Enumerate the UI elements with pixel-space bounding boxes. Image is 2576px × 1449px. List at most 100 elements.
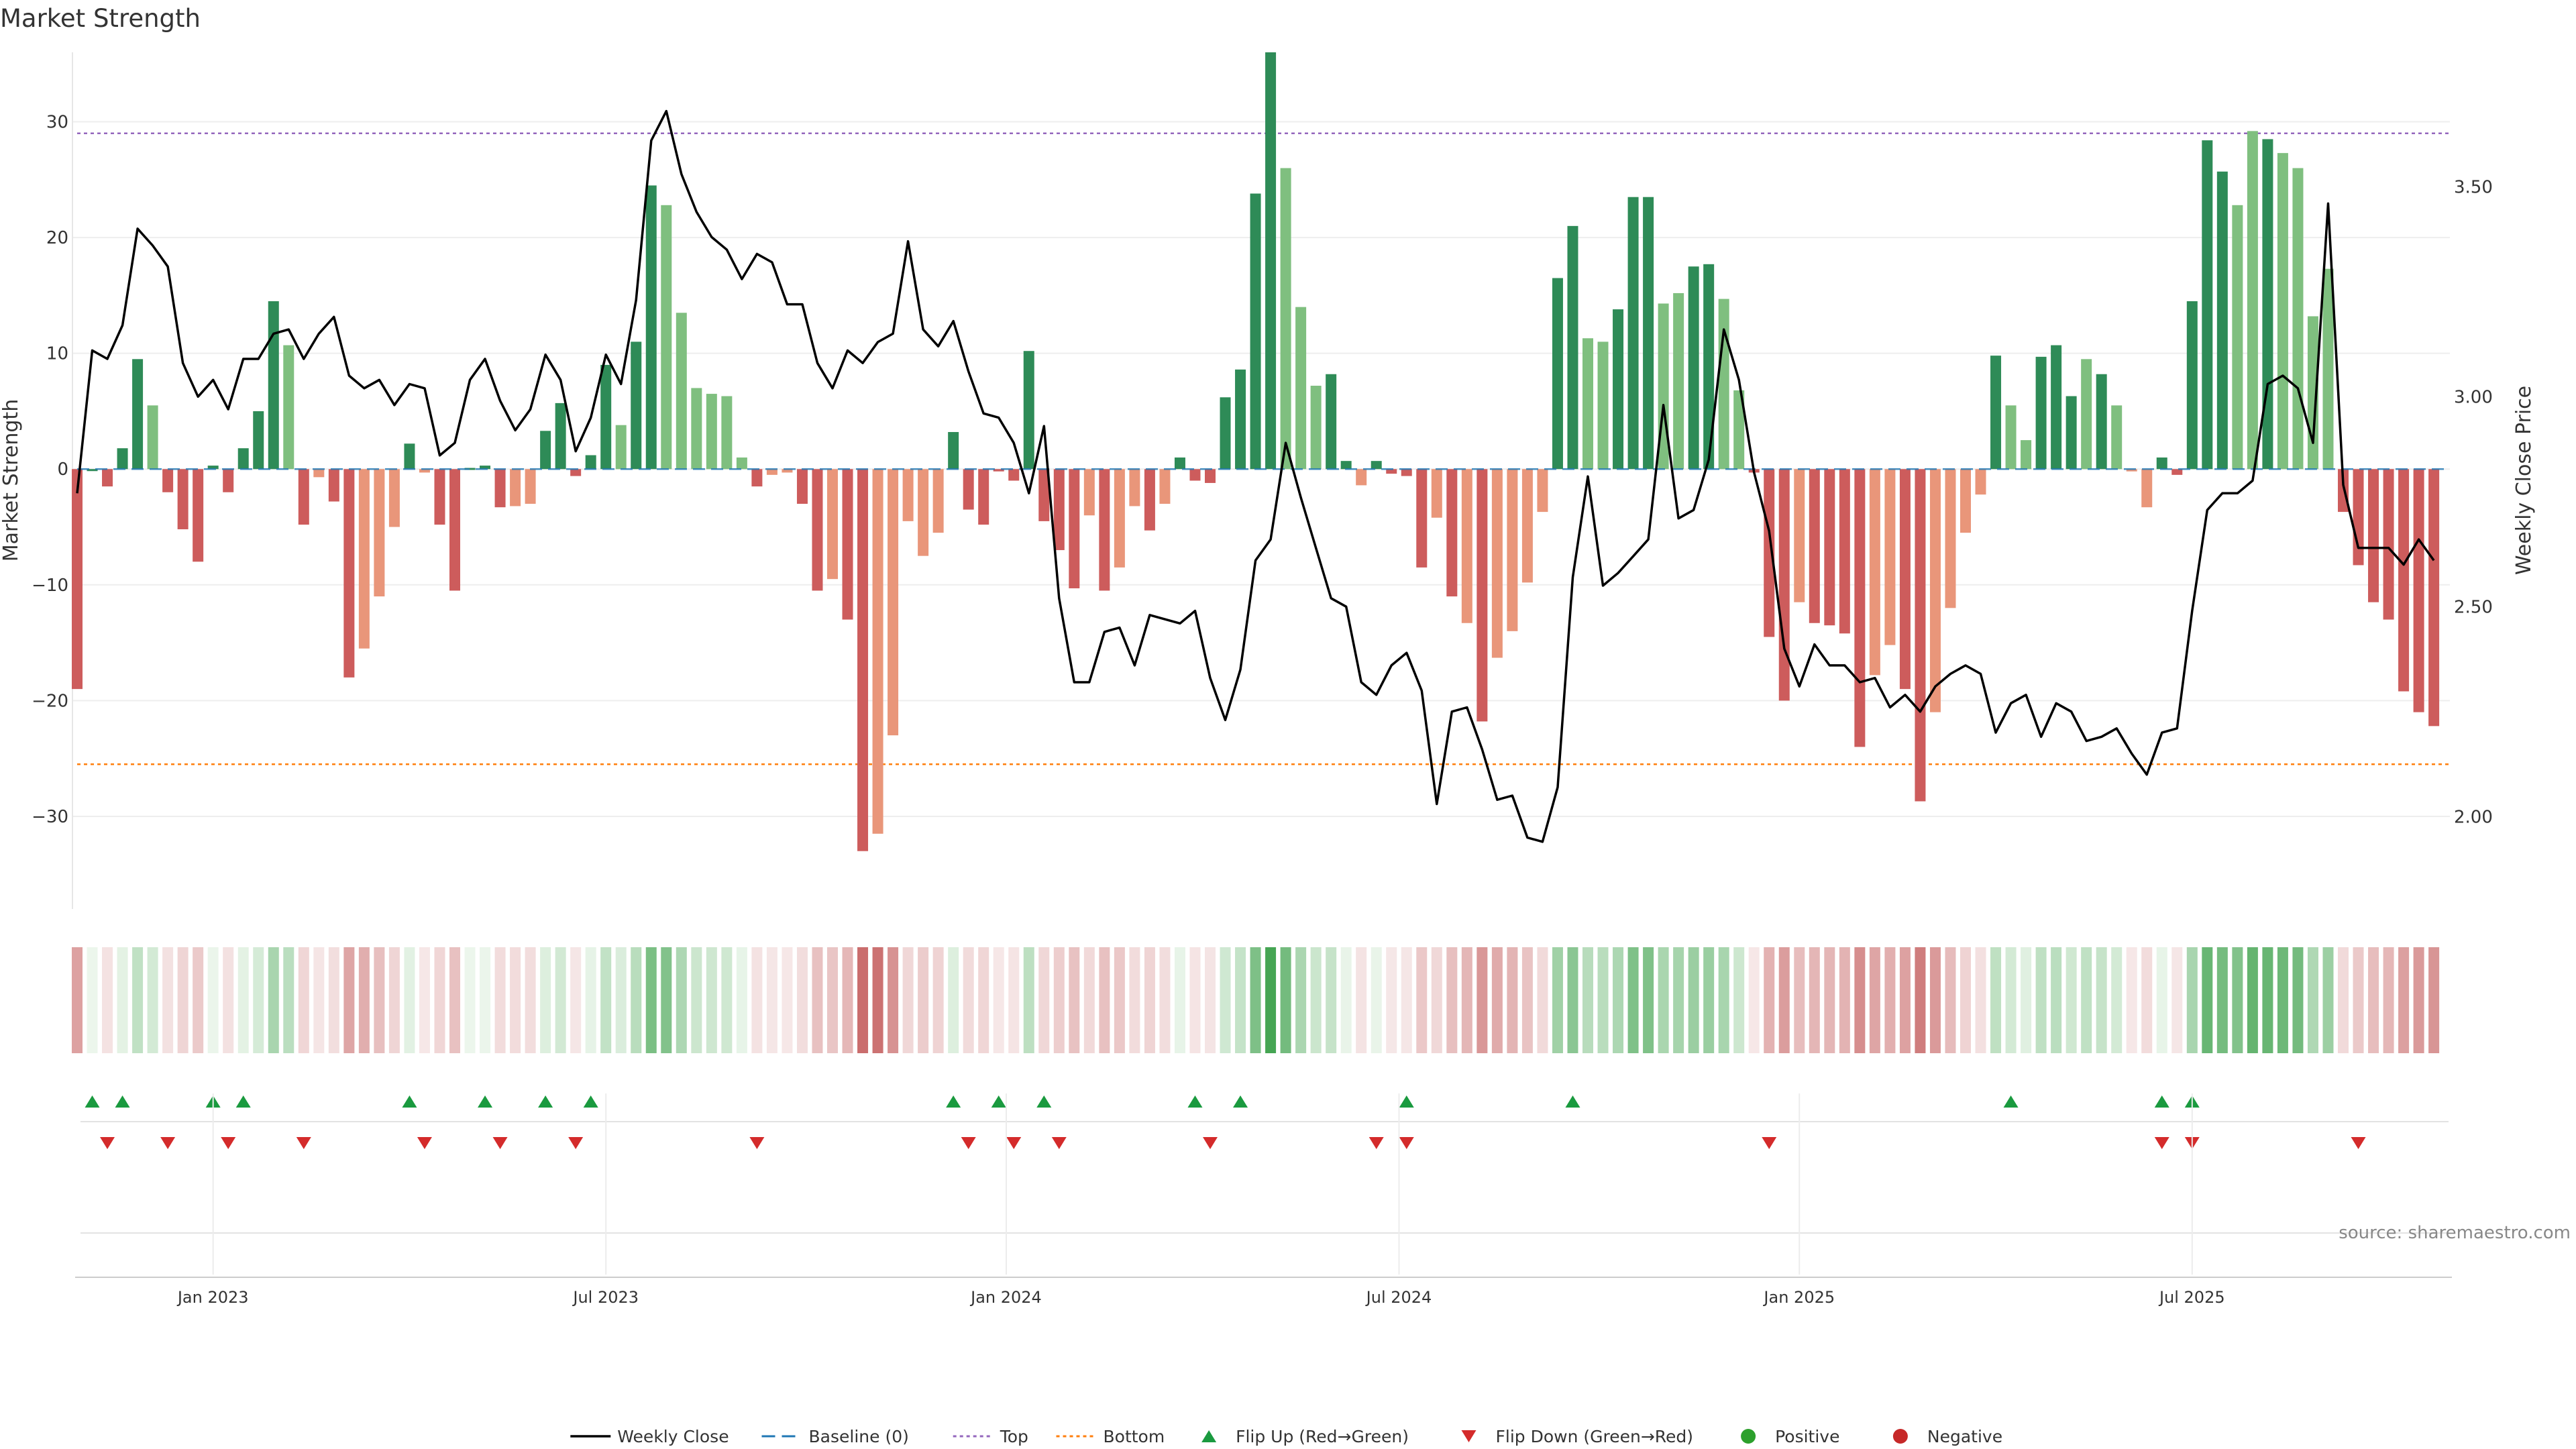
strength-bar xyxy=(1945,469,1956,608)
strength-bar xyxy=(1144,469,1155,531)
strength-bar xyxy=(1083,469,1095,516)
strength-bar xyxy=(1008,469,1020,481)
strength-bar xyxy=(600,364,612,470)
strength-bar xyxy=(1053,469,1065,551)
strength-bar xyxy=(948,432,959,470)
heat-cell xyxy=(706,947,717,1053)
heat-cell xyxy=(1597,947,1609,1053)
legend-label: Flip Down (Green→Red) xyxy=(1496,1427,1694,1446)
flip-down-marker xyxy=(296,1137,311,1149)
heat-cell xyxy=(1174,947,1185,1053)
strength-bar xyxy=(2156,457,2167,470)
x-tick-label: Jul 2025 xyxy=(2158,1288,2225,1307)
heat-cell xyxy=(2413,947,2424,1053)
heat-cell xyxy=(1582,947,1593,1053)
strength-bar xyxy=(2353,469,2364,566)
heat-cell xyxy=(298,947,309,1053)
flip-up-marker xyxy=(946,1095,961,1108)
strength-bar xyxy=(812,469,823,591)
strength-bar xyxy=(2216,171,2228,470)
strength-bar xyxy=(963,469,974,510)
strength-bar xyxy=(2141,469,2153,508)
chart-title: Market Strength xyxy=(0,4,201,33)
heat-cell xyxy=(2398,947,2410,1053)
strength-bar xyxy=(676,313,687,470)
heat-cell xyxy=(2247,947,2258,1053)
strength-bar xyxy=(1477,469,1488,722)
strength-bar xyxy=(1537,469,1548,513)
strength-bar xyxy=(1673,292,1684,470)
heat-cell xyxy=(117,947,128,1053)
strength-bar xyxy=(1899,469,1911,690)
heat-cell xyxy=(147,947,158,1053)
heat-cell xyxy=(1809,947,1820,1053)
heat-cell xyxy=(1507,947,1518,1053)
heat-cell xyxy=(1748,947,1760,1053)
strength-bar xyxy=(1929,469,1941,712)
heat-cell xyxy=(2051,947,2062,1053)
strength-bar xyxy=(313,469,325,478)
heat-cell xyxy=(2005,947,2017,1053)
heat-cell xyxy=(782,947,793,1053)
heat-cell xyxy=(1960,947,1971,1053)
heat-cell xyxy=(2171,947,2183,1053)
strength-bar xyxy=(525,469,536,504)
strength-bar xyxy=(1416,469,1428,568)
legend: Weekly Close Baseline (0) Top Bottom Flip Up… xyxy=(570,1427,2002,1446)
strength-bar xyxy=(298,469,309,525)
strength-bar xyxy=(1764,469,1775,637)
x-tick-label: Jul 2024 xyxy=(1365,1288,1432,1307)
flip-markers xyxy=(85,1095,2366,1149)
strength-bar xyxy=(102,469,113,487)
legend-key-flip-down xyxy=(1461,1430,1477,1442)
heat-cell xyxy=(948,947,959,1053)
heat-cell xyxy=(1537,947,1548,1053)
strength-bar xyxy=(1099,469,1110,591)
flip-up-marker xyxy=(2154,1095,2169,1108)
heat-cell xyxy=(1703,947,1715,1053)
strength-bar xyxy=(1340,461,1352,470)
heat-cell xyxy=(1733,947,1745,1053)
strength-bar xyxy=(1960,469,1971,533)
heat-cell xyxy=(525,947,536,1053)
strength-bar xyxy=(374,469,385,597)
legend-label: Positive xyxy=(1775,1427,1839,1446)
heat-cell xyxy=(1265,947,1277,1053)
strength-bar xyxy=(993,469,1004,472)
strength-bar xyxy=(2081,359,2092,470)
right-tick-label: 2.00 xyxy=(2454,807,2493,827)
heat-cell xyxy=(1008,947,1020,1053)
heat-cell xyxy=(751,947,763,1053)
heat-cell xyxy=(268,947,279,1053)
strength-bar xyxy=(2338,469,2349,513)
heat-cell xyxy=(177,947,189,1053)
heat-cell xyxy=(827,947,838,1053)
flip-down-marker xyxy=(160,1137,176,1149)
flip-up-marker xyxy=(1187,1095,1203,1108)
heat-cell xyxy=(1371,947,1382,1053)
strength-bar xyxy=(1597,341,1609,470)
strength-bar xyxy=(751,469,763,487)
heat-cell xyxy=(993,947,1004,1053)
heat-cell xyxy=(1099,947,1110,1053)
strength-bar xyxy=(449,469,460,591)
heat-cell xyxy=(1688,947,1699,1053)
heat-cell xyxy=(555,947,566,1053)
heat-cell xyxy=(2081,947,2092,1053)
right-tick-label: 3.00 xyxy=(2454,387,2493,407)
strength-bar xyxy=(358,469,370,649)
strength-bar xyxy=(162,469,174,492)
strength-bar xyxy=(645,185,657,470)
strength-bar xyxy=(193,469,204,562)
heat-cell xyxy=(1205,947,1216,1053)
heat-cell xyxy=(1159,947,1171,1053)
heat-cell xyxy=(1778,947,1790,1053)
heat-cell xyxy=(1446,947,1458,1053)
strength-bar xyxy=(2368,469,2379,602)
x-axis-ticks: Jan 2023 Jul 2023 Jan 2024 Jul 2024 Jan 2025… xyxy=(176,1093,2225,1307)
strength-bar xyxy=(1401,469,1412,476)
heat-cell xyxy=(1144,947,1155,1053)
heat-cell xyxy=(2021,947,2032,1053)
heat-cell xyxy=(1023,947,1034,1053)
flip-down-marker xyxy=(417,1137,432,1149)
